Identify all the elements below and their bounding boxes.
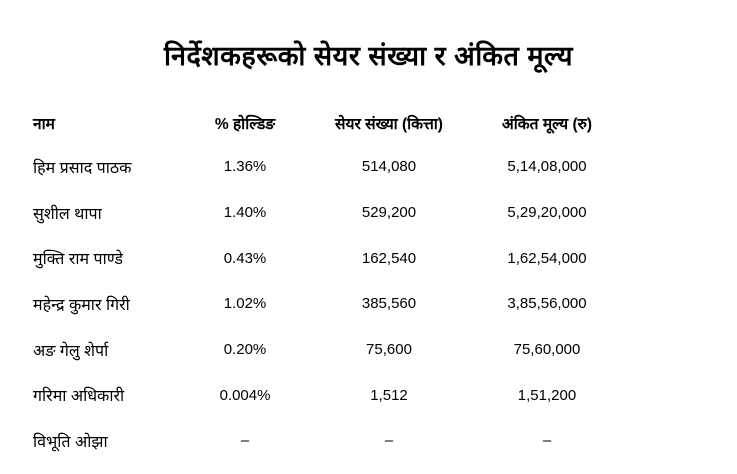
cell-shares: 529,200: [361, 204, 417, 222]
table-row: विभूति ओझा – – –: [33, 418, 737, 464]
cell-holding: –: [240, 432, 250, 450]
cell-holding: 0.43%: [223, 249, 267, 267]
cell-shares: 514,080: [361, 158, 417, 176]
cell-shares: 75,600: [366, 341, 412, 359]
table-row: गरिमा अधिकारी 0.004% 1,512 1,51,200: [33, 372, 737, 418]
cell-value: 1,51,200: [517, 386, 577, 404]
cell-value: 1,62,54,000: [507, 249, 587, 267]
page-title: निर्देशकहरूको सेयर संख्या र अंकित मूल्य: [163, 41, 574, 71]
cell-value: –: [542, 432, 552, 450]
directors-share-table: नाम % होल्डिङ सेयर संख्या (कित्ता) अंकित…: [33, 102, 737, 464]
cell-holding: 1.36%: [223, 158, 267, 176]
column-header-shares: सेयर संख्या (कित्ता): [335, 116, 443, 133]
column-header-name: नाम: [33, 116, 55, 133]
cell-name: गरिमा अधिकारी: [33, 388, 125, 406]
cell-holding: 0.004%: [219, 386, 271, 404]
cell-shares: –: [384, 432, 394, 450]
table-row: सुशील थापा 1.40% 529,200 5,29,20,000: [33, 190, 737, 236]
cell-shares: 1,512: [370, 386, 408, 404]
cell-holding: 0.20%: [223, 341, 267, 359]
cell-value: 75,60,000: [513, 341, 581, 359]
cell-value: 3,85,56,000: [507, 295, 587, 313]
cell-value: 5,29,20,000: [507, 204, 587, 222]
cell-name: महेन्द्र कुमार गिरी: [33, 296, 130, 314]
cell-holding: 1.02%: [223, 295, 267, 313]
table-row: महेन्द्र कुमार गिरी 1.02% 385,560 3,85,5…: [33, 281, 737, 327]
column-header-holding: % होल्डिङ: [214, 116, 276, 133]
cell-name: सुशील थापा: [33, 205, 102, 223]
cell-shares: 385,560: [361, 295, 417, 313]
table-row: हिम प्रसाद पाठक 1.36% 514,080 5,14,08,00…: [33, 144, 737, 190]
table-header-row: नाम % होल्डिङ सेयर संख्या (कित्ता) अंकित…: [33, 102, 737, 144]
column-header-value: अंकित मूल्य (रु): [501, 116, 593, 133]
cell-name: हिम प्रसाद पाठक: [33, 159, 132, 177]
table-row: मुक्ति राम पाण्डे 0.43% 162,540 1,62,54,…: [33, 235, 737, 281]
cell-name: विभूति ओझा: [33, 433, 108, 451]
cell-value: 5,14,08,000: [507, 158, 587, 176]
cell-shares: 162,540: [361, 249, 417, 267]
cell-name: मुक्ति राम पाण्डे: [33, 251, 123, 269]
cell-name: अङ गेलु शेर्पा: [33, 342, 109, 360]
table-row: अङ गेलु शेर्पा 0.20% 75,600 75,60,000: [33, 327, 737, 373]
cell-holding: 1.40%: [223, 204, 267, 222]
